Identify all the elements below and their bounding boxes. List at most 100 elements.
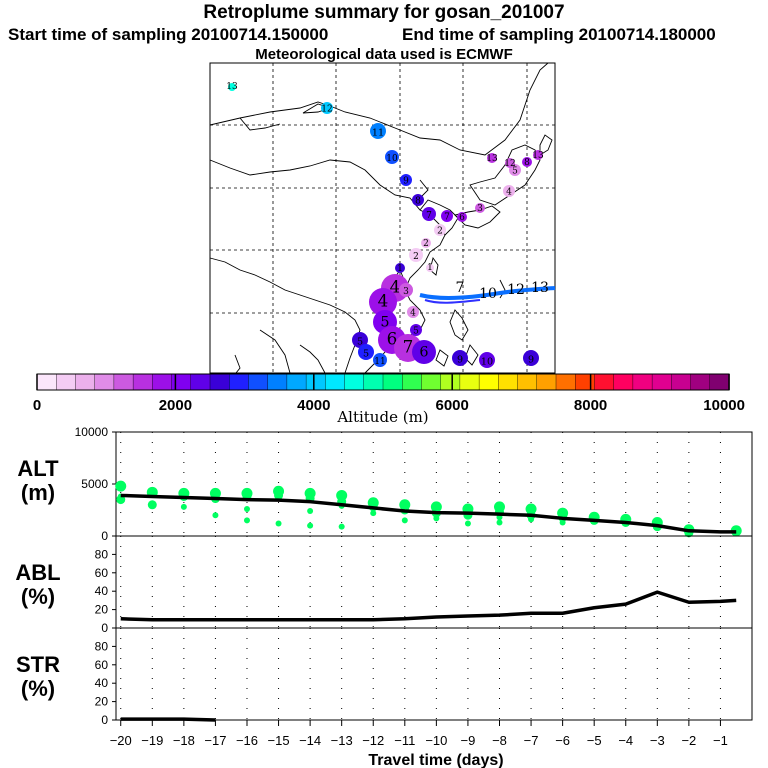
trajectory-dot-label: 9 [403, 176, 409, 186]
x-tick-label: −6 [555, 733, 570, 748]
x-tick-label: −19 [141, 733, 163, 748]
trajectory-dot-label: 6 [459, 213, 465, 223]
panel-frame [115, 535, 753, 629]
trajectory-dot-label: 5 [363, 348, 369, 359]
panel-ylabel-unit: (%) [21, 584, 55, 609]
altitude-point [180, 503, 187, 510]
trajectory-dot [321, 102, 333, 114]
trajectory-dot [395, 263, 405, 273]
trajectory-dot [400, 174, 412, 186]
altitude-point [115, 480, 127, 492]
altitude-point [307, 522, 314, 529]
series-line-abl [120, 590, 737, 622]
trajectory-dot-label: 10 [481, 356, 493, 367]
trajectory-dot [523, 350, 539, 366]
panel-ylabel-unit: (%) [21, 676, 55, 701]
trajectory-dot-label: 3 [477, 204, 483, 214]
map-grid [210, 63, 555, 373]
trajectory-path-label: 10 [479, 286, 497, 302]
trajectory-dot [412, 340, 436, 364]
trajectory-dot [434, 224, 446, 236]
trajectory-dot-label: 4 [410, 308, 416, 318]
trajectory-dot [373, 353, 387, 367]
trajectory-path-east-2 [424, 299, 481, 304]
colorbar-tick-label: 8000 [574, 397, 607, 414]
x-tick-label: −16 [236, 733, 258, 748]
trajectory-dot [505, 158, 515, 168]
y-tick-label: 80 [95, 639, 109, 653]
y-tick-label: 40 [95, 584, 109, 598]
series-line-alt [120, 493, 737, 534]
trajectory-path-east [419, 286, 556, 300]
trajectory-dot [399, 283, 413, 297]
trajectory-dot-label: 13 [486, 154, 498, 164]
x-tick-label: −7 [524, 733, 539, 748]
colorbar-label: Altitude (m) [336, 408, 428, 426]
altitude-point [559, 519, 566, 526]
trajectory-dot [370, 123, 386, 139]
trajectory-dot [228, 83, 236, 91]
trajectory-dot [358, 344, 374, 360]
trajectory-dot-label: 3 [403, 287, 409, 297]
x-tick-label: −1 [713, 733, 728, 748]
altitude-point [401, 517, 408, 524]
colorbar-ticks: 0 2000 4000 6000 8000 10000 [33, 374, 745, 414]
altitude-point [212, 512, 219, 519]
trajectory-dot [503, 185, 515, 197]
altitude-point [528, 516, 535, 523]
chart-title: Retroplume summary for gosan_201007 [203, 2, 565, 23]
altitude-point [496, 519, 503, 526]
trajectory-dot-label: 4 [390, 276, 401, 296]
colorbar-tick-label: 4000 [297, 397, 330, 414]
altitude-point [433, 515, 440, 522]
trajectory-path-label: 12 [507, 282, 525, 298]
trajectory-dot-label: 5 [380, 314, 389, 330]
x-tick-label: −20 [110, 733, 132, 748]
trajectory-dot [452, 350, 468, 366]
x-tick-label: −11 [394, 733, 415, 748]
altitude-point [307, 508, 314, 515]
altitude-point [243, 517, 250, 524]
y-tick-label: 0 [101, 713, 108, 727]
y-tick-label: 40 [95, 676, 109, 690]
trajectory-path-label: 13 [531, 280, 549, 296]
panel-ylabel: ALT [17, 456, 59, 481]
trajectory-dot-label: 5 [413, 326, 419, 336]
y-tick-label: 5000 [81, 477, 108, 491]
colorbar-tick-label: 2000 [159, 397, 192, 414]
panel-abl: 80 60 40 20 0 ABL(%) [15, 535, 753, 635]
trajectory-dot-label: 2 [423, 239, 429, 249]
y-tick-label: 10000 [75, 425, 109, 439]
trajectory-dot [369, 288, 397, 316]
x-tick-label: −13 [331, 733, 353, 748]
trajectory-path-label: 7 [456, 280, 465, 296]
panel-ylabel: ABL [15, 560, 60, 585]
trajectory-dot-label: 4 [506, 187, 512, 197]
trajectory-dot [422, 207, 436, 221]
x-tick-label: −9 [461, 733, 476, 748]
trajectory-dot-label: 9 [528, 354, 534, 365]
x-tick-label: −18 [173, 733, 195, 748]
x-axis-label: Travel time (days) [368, 752, 503, 768]
altitude-point [370, 510, 377, 517]
x-tick-label: −12 [362, 733, 384, 748]
x-tick-label: −17 [204, 733, 226, 748]
y-tick-label: 80 [95, 547, 109, 561]
panel-ylabel: STR [16, 652, 60, 677]
trajectory-dot-label: 1 [397, 264, 403, 274]
trajectory-dot [487, 153, 497, 163]
trajectory-dot-label: 4 [378, 290, 389, 310]
met-data-text: Meteorological data used is ECMWF [255, 46, 513, 63]
altitude-point [275, 520, 282, 527]
trajectory-dot-label: 7 [426, 211, 432, 221]
trajectory-dot-label: 6 [419, 344, 428, 360]
trajectory-dot [412, 194, 424, 206]
trajectory-dot-label: 10 [386, 154, 398, 164]
trajectory-dot-label: 8 [524, 158, 530, 168]
colorbar-tick-label: 0 [33, 397, 41, 414]
trajectory-dot-label: 11 [374, 357, 385, 367]
trajectory-dot-label: 2 [437, 226, 443, 236]
y-tick-label: 60 [95, 658, 109, 672]
